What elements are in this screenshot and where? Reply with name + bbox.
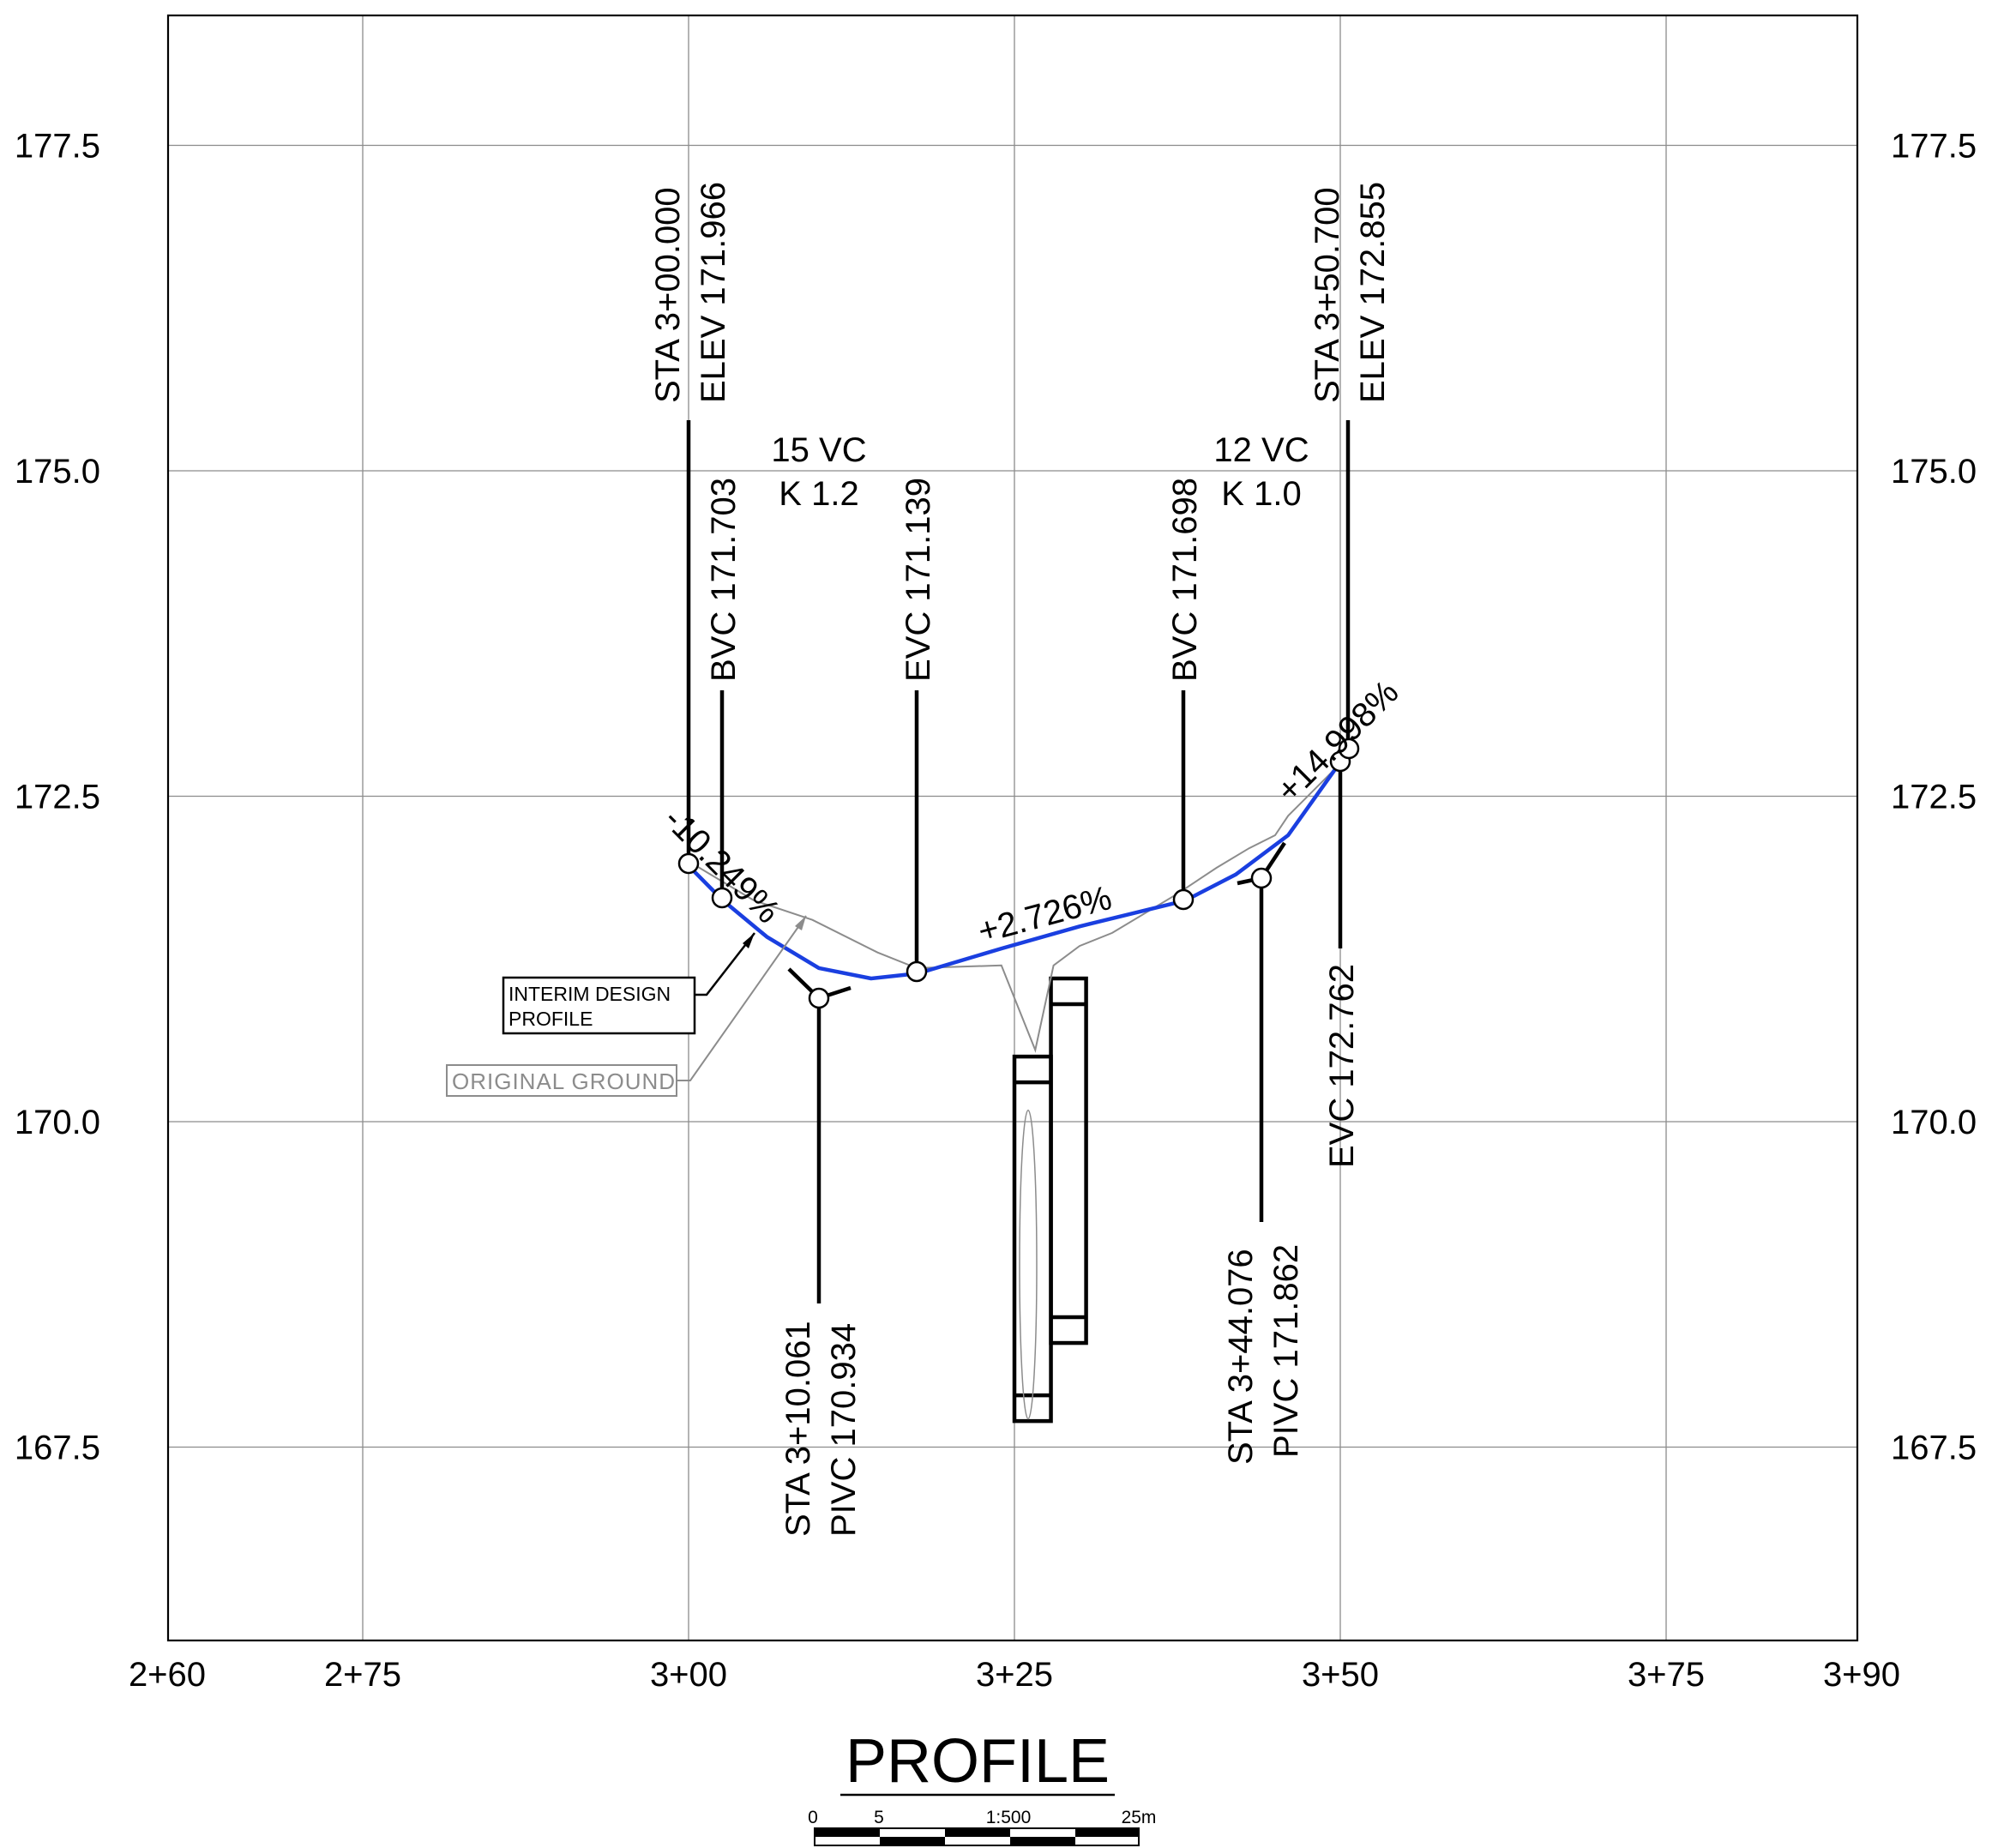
y-tick-label-left: 170.0 xyxy=(15,1104,100,1141)
curve-nodes xyxy=(677,737,1360,1009)
pivc1-sta-label: STA 3+10.061 xyxy=(779,1321,817,1537)
grade3-label: +14.998% xyxy=(1269,673,1405,810)
y-tick-labels: 177.5 177.5 175.0 175.0 172.5 172.5 170.0 170.0… xyxy=(15,128,1977,1467)
plot-frame xyxy=(166,14,1859,1642)
end-elev-label: ELEV 172.855 xyxy=(1354,182,1392,403)
y-tick-label-right: 175.0 xyxy=(1891,453,1977,491)
scale-seg-3 xyxy=(945,1828,1010,1837)
y-tick-label-right: 167.5 xyxy=(1891,1430,1977,1467)
page-title: PROFILE xyxy=(846,1727,1110,1796)
bvc1-label: BVC 171.703 xyxy=(705,478,743,682)
interim-callout-arrowhead xyxy=(743,933,755,948)
ground-callout-text: ORIGINAL GROUND xyxy=(452,1068,676,1094)
start-sta-label: STA 3+00.000 xyxy=(649,187,687,403)
interim-callout-leader xyxy=(695,932,755,996)
pivc2-elev-label: PIVC 171.862 xyxy=(1267,1244,1305,1458)
ground-callout-leader xyxy=(677,915,807,1081)
pivc2-sta-label: STA 3+44.076 xyxy=(1222,1249,1260,1465)
scale-seg-5 xyxy=(1075,1828,1139,1837)
y-tick-label-left: 177.5 xyxy=(15,128,100,166)
y-tick-label-left: 167.5 xyxy=(15,1430,100,1467)
scale-bar: 0 5 1:500 25m xyxy=(808,1808,1157,1846)
start-elev-label: ELEV 171.966 xyxy=(695,182,732,403)
ground-callout: ORIGINAL GROUND xyxy=(446,915,807,1097)
station-leaders xyxy=(686,420,1351,1303)
node-evc1 xyxy=(906,960,928,983)
y-tick-label-right: 177.5 xyxy=(1891,128,1977,166)
interim-design-callout: INTERIM DESIGN PROFILE xyxy=(502,932,755,1035)
y-tick-label-left: 172.5 xyxy=(15,779,100,816)
y-tick-label-right: 172.5 xyxy=(1891,779,1977,816)
bvc2-label: BVC 171.698 xyxy=(1166,478,1204,682)
scale-label-5: 5 xyxy=(874,1808,884,1827)
scale-label-0: 0 xyxy=(808,1808,818,1827)
vc2-length-label: 12 VC xyxy=(1213,431,1309,469)
interim-callout-line1: INTERIM DESIGN xyxy=(509,983,671,1005)
interim-design-profile-line xyxy=(687,749,1351,981)
culvert-structure xyxy=(1012,976,1088,1424)
y-tick-label-left: 175.0 xyxy=(15,453,100,491)
ground-callout-arrowhead xyxy=(795,916,806,930)
node-pivc2 xyxy=(1250,867,1273,889)
node-start xyxy=(677,852,700,875)
interim-callout-line2: PROFILE xyxy=(509,1008,593,1030)
scale-seg-2 xyxy=(880,1837,945,1845)
evc1-label: EVC 171.139 xyxy=(900,478,937,682)
node-bvc2 xyxy=(1172,888,1195,911)
x-tick-label: 3+75 xyxy=(1628,1656,1705,1694)
vc1-length-label: 15 VC xyxy=(771,431,866,469)
scale-seg-1 xyxy=(815,1828,880,1837)
evc2-label: EVC 172.762 xyxy=(1323,964,1361,1168)
end-sta-label: STA 3+50.700 xyxy=(1309,187,1346,403)
interim-callout-box xyxy=(502,976,696,1035)
vc2-k-label: K 1.0 xyxy=(1221,475,1301,513)
node-end xyxy=(1338,737,1360,760)
x-tick-label: 3+00 xyxy=(650,1656,727,1694)
scale-label-25m: 25m xyxy=(1122,1808,1157,1827)
x-tick-label: 2+60 xyxy=(129,1656,206,1694)
scale-seg-4 xyxy=(1010,1837,1075,1845)
node-pivc1 xyxy=(808,987,830,1009)
scale-label-ratio: 1:500 xyxy=(986,1808,1032,1827)
culvert-outline xyxy=(1049,976,1088,1345)
x-tick-label: 3+50 xyxy=(1302,1656,1379,1694)
original-ground-line xyxy=(688,769,1335,1053)
x-tick-label: 2+75 xyxy=(324,1656,401,1694)
culvert-pipe-ellipse xyxy=(1019,1109,1038,1420)
x-tick-label: 3+90 xyxy=(1823,1656,1900,1694)
y-tick-label-right: 170.0 xyxy=(1891,1104,1977,1141)
x-tick-labels: 2+60 2+75 3+00 3+25 3+50 3+75 3+90 xyxy=(129,1656,1900,1694)
pivc1-elev-label: PIVC 170.934 xyxy=(825,1323,863,1537)
vc1-k-label: K 1.2 xyxy=(779,475,858,513)
node-bvc1 xyxy=(711,887,733,909)
x-tick-label: 3+25 xyxy=(976,1656,1053,1694)
